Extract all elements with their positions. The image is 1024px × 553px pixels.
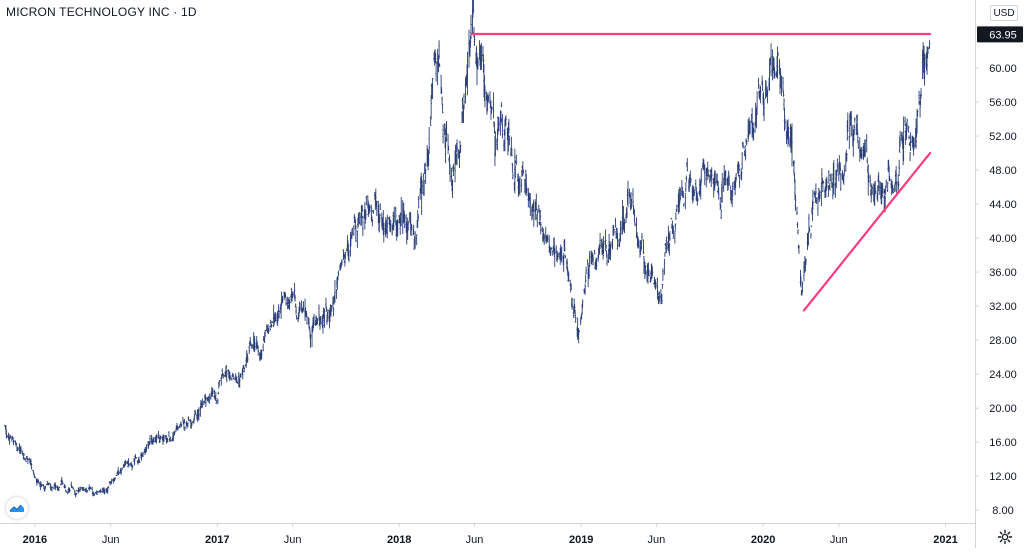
time-tick-label: 2016 xyxy=(23,534,47,546)
time-axis[interactable]: 2016 Jun 2017 Jun 2018 Jun 2019 Jun 2020 Jun 2021 xyxy=(23,523,958,546)
price-tick-label: 60.00 xyxy=(989,63,1017,75)
last-price-label: 63.95 xyxy=(989,29,1017,41)
price-tick-label: 52.00 xyxy=(989,131,1017,143)
chart-title: MICRON TECHNOLOGY INC · 1D xyxy=(6,5,197,19)
time-tick-label: Jun xyxy=(102,534,120,546)
price-tick-label: 24.00 xyxy=(989,369,1017,381)
price-tick-label: 44.00 xyxy=(989,199,1017,211)
price-tick-label: 40.00 xyxy=(989,233,1017,245)
price-tick-label: 20.00 xyxy=(989,403,1017,415)
price-tick-label: 8.00 xyxy=(992,505,1013,517)
price-tick-label: 48.00 xyxy=(989,165,1017,177)
time-tick-label: Jun xyxy=(284,534,302,546)
price-tick-label: 16.00 xyxy=(989,437,1017,449)
price-axis[interactable]: 8.00 12.00 16.00 20.00 24.00 28.00 32.00 36.00 4… xyxy=(975,26,1023,517)
price-tick-label: 28.00 xyxy=(989,335,1017,347)
trendlines[interactable] xyxy=(471,32,932,312)
ohlc-bars xyxy=(4,0,931,498)
tradingview-logo-icon[interactable] xyxy=(6,497,28,519)
time-tick-label: 2017 xyxy=(205,534,229,546)
time-tick-label: 2018 xyxy=(387,534,411,546)
price-tick-label: 12.00 xyxy=(989,471,1017,483)
price-tick-label: 36.00 xyxy=(989,267,1017,279)
time-tick-label: Jun xyxy=(466,534,484,546)
currency-button[interactable]: USD xyxy=(990,5,1018,21)
trendline-support[interactable] xyxy=(802,151,932,312)
time-tick-label: 2020 xyxy=(751,534,775,546)
time-tick-label: 2019 xyxy=(569,534,593,546)
price-tick-label: 56.00 xyxy=(989,97,1017,109)
last-price-tag xyxy=(977,26,1023,43)
ohlc-bar-series xyxy=(4,0,931,498)
price-tick-label: 32.00 xyxy=(989,301,1017,313)
time-tick-label: 2021 xyxy=(933,534,957,546)
time-tick-label: Jun xyxy=(830,534,848,546)
gear-icon[interactable] xyxy=(997,529,1013,545)
time-tick-label: Jun xyxy=(648,534,666,546)
